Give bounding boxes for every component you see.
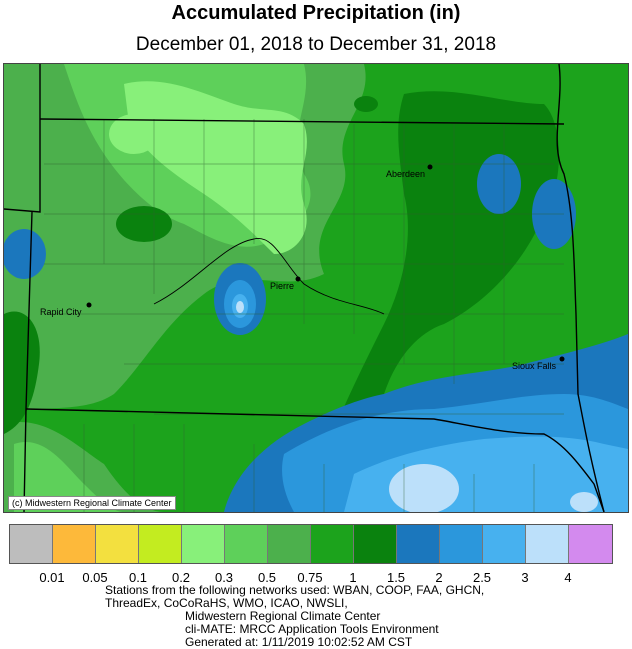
aberdeen-label: Aberdeen <box>386 169 425 179</box>
legend-swatch <box>225 525 268 563</box>
precipitation-map: Aberdeen Pierre Rapid City Sioux Falls (… <box>3 63 629 513</box>
missouri-river <box>153 238 385 315</box>
precip-field-0.3-0.5-nw <box>109 114 159 154</box>
legend-swatch <box>311 525 354 563</box>
precip-field-1.5-2-west <box>4 311 40 434</box>
legend-swatch <box>182 525 225 563</box>
precip-field-4-plus-pierre <box>236 301 244 313</box>
precip-field-2-2.5-ne <box>477 154 521 214</box>
city-rapid-city: Rapid City <box>40 302 92 317</box>
legend-tick-label: 0.2 <box>171 570 191 585</box>
precip-field-1.5-2-center <box>116 206 172 242</box>
city-pierre: Pierre <box>270 276 301 291</box>
legend-swatch <box>139 525 182 563</box>
legend-tick-label: 3 <box>521 570 529 585</box>
county-boundaries <box>44 119 564 512</box>
credit-label: (c) Midwestern Regional Climate Center <box>8 496 176 510</box>
footer-line-5: Generated at: 1/11/2019 10:02:52 AM CST <box>185 635 413 649</box>
legend-swatch <box>483 525 526 563</box>
footer-line-1: Stations from the following networks use… <box>105 583 485 597</box>
legend-tick-label: 0.01 <box>39 570 65 585</box>
precip-field-2-2.5-far-west <box>4 229 46 279</box>
state-boundaries <box>4 64 605 512</box>
legend-swatch <box>526 525 569 563</box>
precip-field-1.5-2-north <box>354 96 378 112</box>
legend-labels: 0.01 0.05 0.1 0.2 0.3 0.5 0.75 1 1.5 2 2.5 3 4 <box>0 570 632 586</box>
precip-field-4-plus <box>389 464 459 512</box>
sioux-falls-dot <box>559 356 565 362</box>
footer-line-4: cli-MATE: MRCC Application Tools Environ… <box>185 622 439 636</box>
legend-swatch <box>354 525 397 563</box>
legend-color-bar <box>9 524 613 564</box>
legend-tick-label: 4 <box>564 570 572 585</box>
legend-tick-label: 0.05 <box>82 570 108 585</box>
date-range-subtitle: December 01, 2018 to December 31, 2018 <box>135 34 497 55</box>
aberdeen-dot <box>427 164 433 170</box>
precip-field-0.5-0.75-sw <box>14 442 124 512</box>
legend-tick-label: 2 <box>435 570 443 585</box>
legend-tick-label: 0.3 <box>214 570 234 585</box>
legend-tick-label: 0.5 <box>257 570 277 585</box>
city-sioux-falls: Sioux Falls <box>512 356 565 371</box>
legend-swatch <box>397 525 440 563</box>
legend-tick-label: 2.5 <box>472 570 492 585</box>
legend-swatch <box>96 525 139 563</box>
city-aberdeen: Aberdeen <box>386 164 433 179</box>
legend-tick-label: 0.1 <box>128 570 148 585</box>
legend-tick-label: 0.75 <box>297 570 323 585</box>
footer-line-3: Midwestern Regional Climate Center <box>185 609 381 623</box>
footer-notes: Stations from the following networks use… <box>0 584 632 649</box>
legend-swatch <box>569 525 612 563</box>
sioux-falls-label: Sioux Falls <box>512 361 557 371</box>
rapid-city-label: Rapid City <box>40 307 82 317</box>
legend-swatch <box>268 525 311 563</box>
map-canvas: Aberdeen Pierre Rapid City Sioux Falls <box>4 64 628 512</box>
legend-tick-label: 1.5 <box>386 570 406 585</box>
legend-swatch <box>10 525 53 563</box>
legend-swatch <box>53 525 96 563</box>
precip-field-0.3-0.5-north <box>124 81 307 255</box>
rapid-city-dot <box>86 302 92 308</box>
precip-field-4-plus-east <box>570 492 598 512</box>
map-title: Accumulated Precipitation (in) <box>171 2 461 24</box>
legend-tick-label: 1 <box>349 570 357 585</box>
legend-swatch <box>440 525 483 563</box>
pierre-label: Pierre <box>270 281 294 291</box>
pierre-dot <box>295 276 301 282</box>
footer-line-2: ThreadEx, CoCoRaHS, WMO, ICAO, NWSLI, <box>105 596 348 610</box>
